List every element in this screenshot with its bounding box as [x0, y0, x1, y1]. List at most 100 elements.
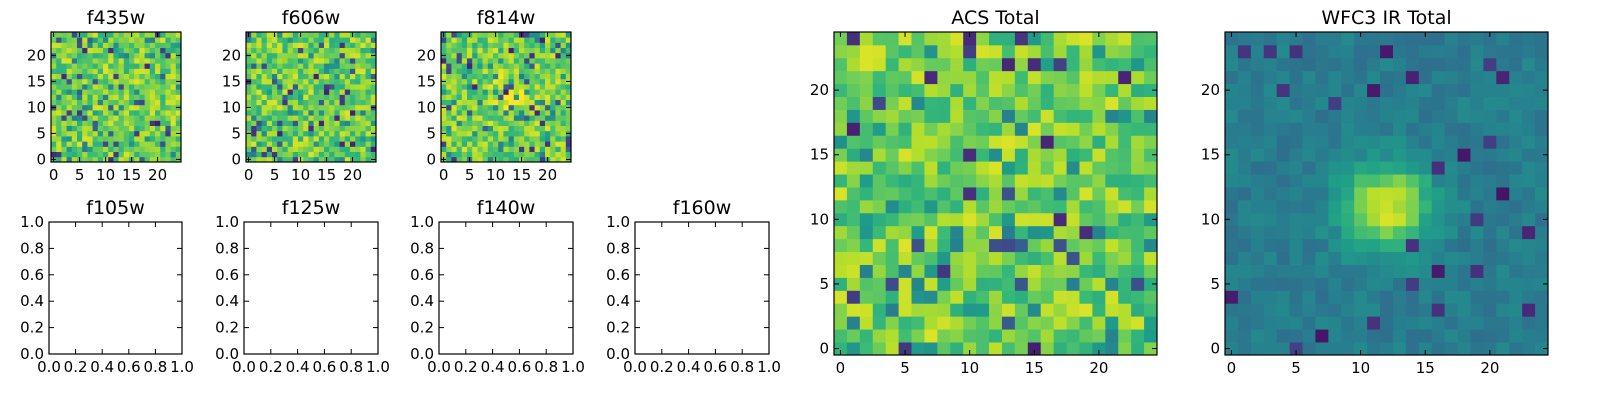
pixel: [1444, 148, 1458, 162]
pixel: [1053, 290, 1067, 304]
pixel: [82, 73, 88, 80]
pixel: [266, 68, 273, 74]
pixel: [456, 156, 463, 163]
pixel: [1302, 187, 1316, 201]
pixel: [318, 94, 325, 100]
pixel: [1001, 161, 1016, 175]
pixel: [118, 120, 125, 126]
pixel: [108, 151, 114, 158]
pixel: [370, 146, 377, 152]
pixel: [1470, 187, 1484, 201]
pixel: [503, 68, 509, 74]
pixel: [1105, 290, 1119, 304]
pixel: [256, 94, 262, 100]
pixel: [155, 99, 161, 106]
pixel: [287, 63, 294, 69]
pixel: [1237, 277, 1252, 291]
pixel: [487, 94, 494, 100]
pixel: [1328, 135, 1342, 149]
pixel: [565, 94, 572, 100]
pixel: [329, 58, 335, 64]
pixel: [976, 83, 990, 97]
pixel: [872, 342, 887, 356]
pixel: [545, 115, 551, 121]
pixel: [539, 99, 546, 106]
pixel: [1496, 251, 1510, 265]
pixel: [282, 68, 288, 74]
pixel: [365, 89, 372, 95]
pixel: [1354, 32, 1368, 46]
pixel: [529, 125, 535, 132]
pixel: [482, 58, 489, 64]
pixel: [56, 94, 62, 100]
pixel: [1092, 57, 1106, 72]
pixel: [1079, 174, 1093, 188]
pixel: [834, 135, 848, 149]
pixel: [1444, 122, 1458, 136]
pixel: [1263, 122, 1278, 136]
pixel: [103, 68, 109, 74]
pixel: [950, 187, 964, 201]
pixel: [256, 32, 262, 38]
pixel: [885, 44, 899, 59]
pixel: [350, 146, 356, 152]
pixel: [1118, 122, 1132, 136]
pixel: [1263, 148, 1278, 162]
pixel: [51, 125, 57, 132]
pixel: [1092, 187, 1106, 201]
pixel: [113, 63, 119, 69]
pixel: [1027, 225, 1042, 240]
pixel: [118, 156, 125, 163]
pixel: [1315, 225, 1329, 240]
y-tick-label: 15: [222, 72, 241, 90]
pixel: [113, 89, 119, 95]
pixel: [334, 99, 340, 106]
pixel: [113, 99, 119, 106]
pixel: [1027, 290, 1042, 304]
pixel: [498, 84, 504, 90]
pixel: [1053, 316, 1067, 330]
pixel: [456, 94, 463, 100]
pixel: [1225, 264, 1239, 278]
pixel: [287, 37, 294, 43]
pixel: [251, 141, 257, 147]
pixel: [565, 68, 572, 74]
pixel: [989, 342, 1003, 356]
pixel: [534, 110, 541, 116]
pixel: [1418, 329, 1433, 343]
pixel: [350, 151, 356, 158]
pixel: [950, 122, 964, 136]
pixel: [1263, 187, 1278, 201]
pixel: [1092, 32, 1106, 46]
pixel: [360, 125, 366, 132]
pixel: [82, 151, 88, 158]
pixel: [292, 115, 299, 121]
pixel: [1250, 70, 1265, 85]
pixel: [1118, 303, 1132, 317]
pixel: [282, 73, 288, 80]
pixel: [976, 96, 990, 110]
pixel: [134, 110, 140, 116]
pixel: [292, 156, 299, 163]
pixel: [519, 136, 525, 142]
pixel: [287, 94, 294, 100]
pixel: [1131, 264, 1145, 278]
pixel: [355, 73, 361, 80]
pixel: [989, 32, 1003, 46]
pixel: [1250, 290, 1265, 304]
pixel: [360, 151, 366, 158]
pixel: [261, 63, 268, 69]
pixel: [1053, 57, 1067, 72]
pixel: [539, 110, 546, 116]
pixel: [1496, 148, 1510, 162]
pixel: [1341, 57, 1355, 72]
pixel: [498, 47, 504, 54]
pixel: [1027, 264, 1042, 278]
pixel: [360, 94, 366, 100]
pixel: [950, 32, 964, 46]
pixel: [298, 125, 304, 132]
pixel: [539, 89, 546, 95]
pixel: [565, 42, 572, 48]
pixel: [898, 32, 912, 46]
pixel: [519, 73, 525, 80]
